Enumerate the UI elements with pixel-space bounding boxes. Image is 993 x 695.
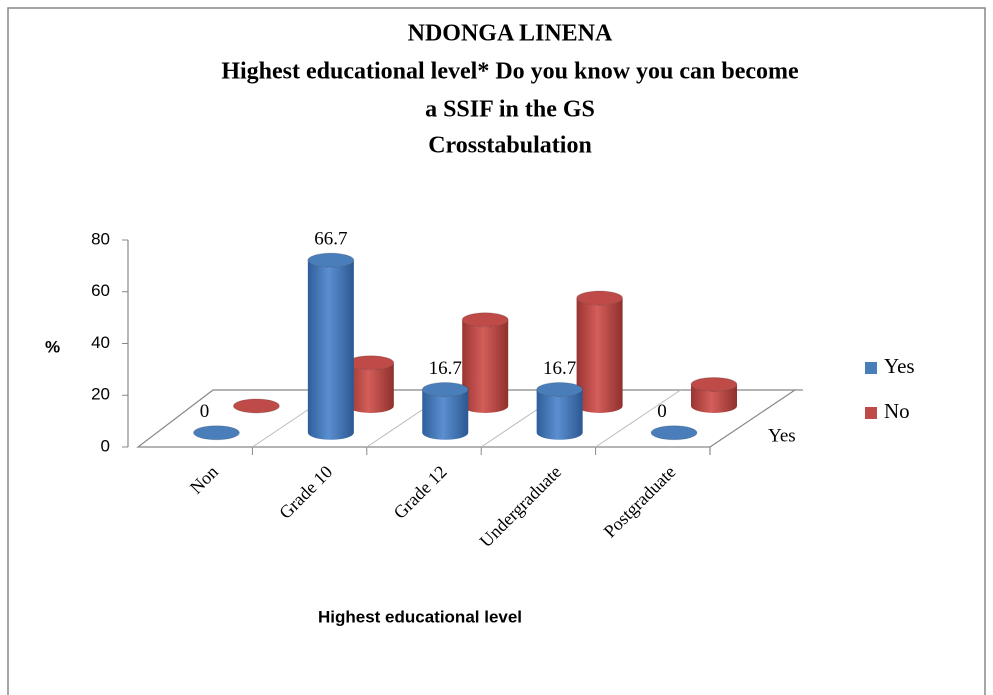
bar — [576, 298, 623, 413]
x-tick-label: Non — [186, 462, 222, 498]
y-tick-label: 80 — [91, 229, 110, 248]
divider — [595, 389, 681, 448]
data-label: 16.7 — [429, 358, 462, 379]
bar — [691, 384, 737, 413]
bar-top — [421, 382, 469, 398]
data-label: 0 — [200, 401, 210, 422]
y-tick-label: 20 — [91, 385, 110, 404]
x-tick-label: Postgraduate — [600, 462, 680, 542]
bar-top — [536, 382, 584, 398]
bar — [307, 260, 354, 440]
bar-top — [347, 355, 395, 371]
bar-top — [690, 376, 738, 392]
data-label: 16.7 — [543, 358, 576, 379]
bar — [536, 389, 583, 440]
legend-swatch — [865, 407, 877, 419]
depth-label: Yes — [768, 425, 796, 446]
bar-top — [576, 290, 624, 306]
legend-label: No — [884, 399, 910, 423]
legend-label: Yes — [884, 354, 915, 378]
title: Highest educational level* Do you know y… — [221, 59, 799, 85]
x-tick-label: Grade 12 — [390, 462, 451, 523]
data-label: 66.7 — [314, 229, 347, 250]
title: a SSIF in the GS — [425, 97, 595, 123]
bar-top — [192, 425, 240, 441]
x-axis-label: Highest educational level — [318, 607, 522, 626]
bar-top — [307, 252, 355, 268]
y-tick-label: 40 — [91, 333, 110, 352]
bar — [347, 362, 394, 413]
x-tick-label: Undergraduate — [476, 462, 566, 552]
y-axis-label: % — [45, 337, 60, 356]
bar — [422, 389, 469, 440]
data-label: 0 — [657, 401, 667, 422]
bar-top — [461, 312, 509, 328]
bar-top — [650, 425, 698, 441]
y-tick-label: 60 — [91, 281, 110, 300]
y-tick-label: 0 — [101, 436, 110, 455]
title: NDONGA LINENA — [408, 21, 613, 47]
legend-swatch — [865, 362, 877, 374]
title: Crosstabulation — [428, 133, 592, 159]
bar — [462, 319, 509, 413]
bar-top — [232, 398, 280, 414]
frame — [7, 7, 986, 695]
x-tick-label: Grade 10 — [275, 462, 336, 523]
